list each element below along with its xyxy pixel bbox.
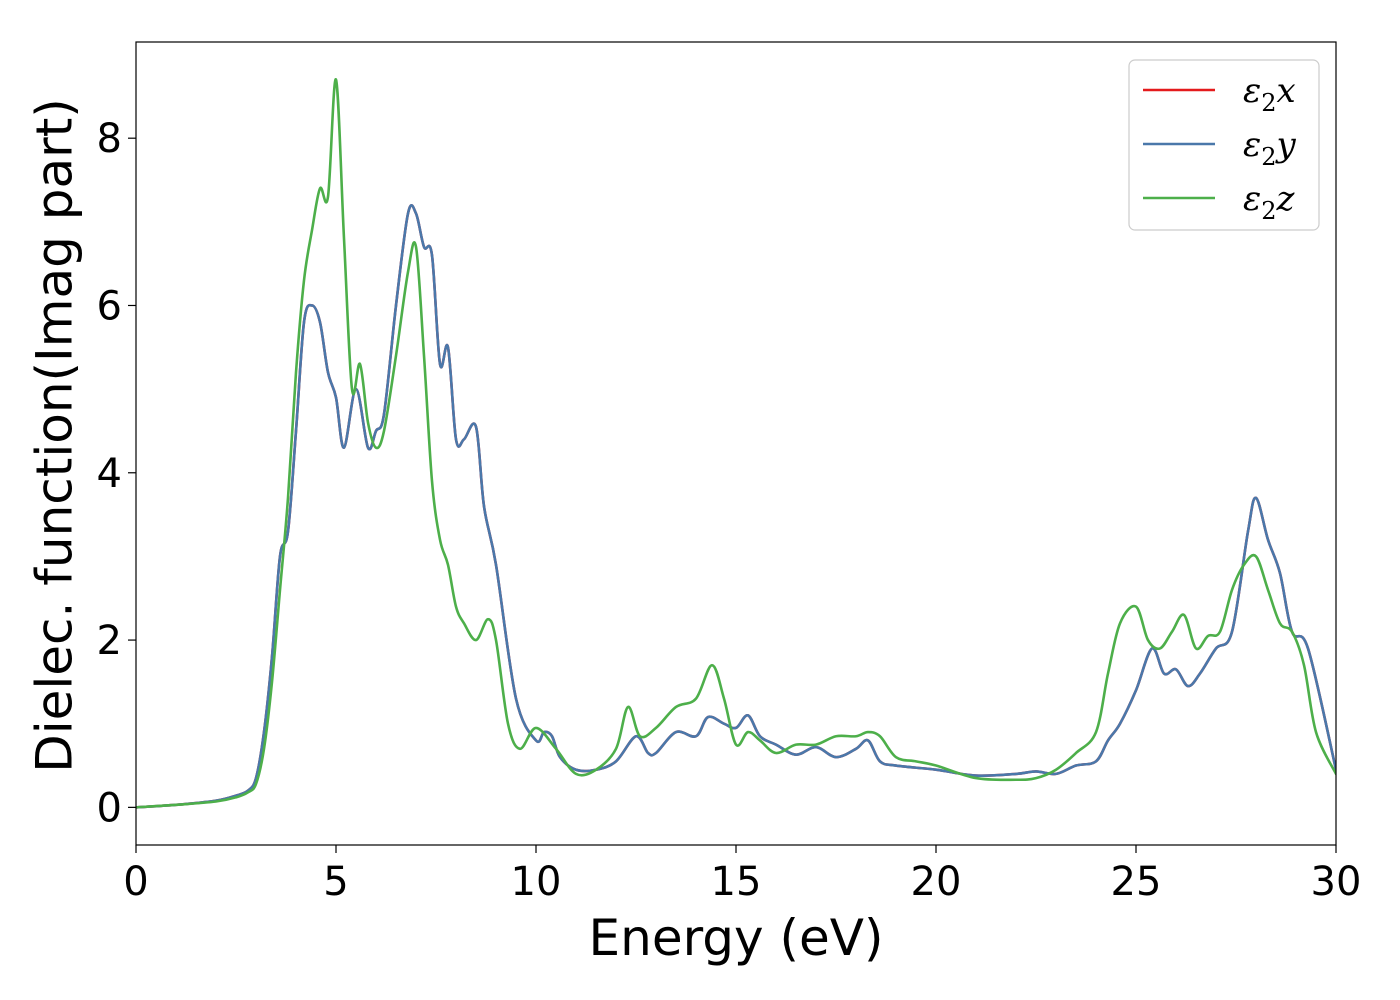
series-line-z xyxy=(136,78,1336,809)
x-axis-label: Energy (eV) xyxy=(589,909,884,967)
y-tick-label: 4 xyxy=(97,451,122,497)
x-tick-label: 5 xyxy=(323,859,348,905)
x-tick-label: 20 xyxy=(911,859,962,905)
y-tick-label: 2 xyxy=(97,618,122,664)
x-tick-label: 10 xyxy=(511,859,562,905)
series-line-y xyxy=(136,203,1336,809)
legend-label-y: ε2y xyxy=(1243,125,1297,171)
legend-label-x: ε2x xyxy=(1243,71,1296,117)
ticks-layer: 0 5 10 15 20 25 30 0 2 4 6 8 xyxy=(97,116,1362,905)
y-tick-label: 8 xyxy=(97,116,122,162)
x-tick-label: 15 xyxy=(711,859,762,905)
y-axis-label: Dielec. function(Imag part) xyxy=(26,98,84,773)
x-tick-label: 25 xyxy=(1111,859,1162,905)
series-layer xyxy=(136,78,1336,809)
x-tick-label: 0 xyxy=(123,859,148,905)
plot-frame xyxy=(135,41,1337,846)
y-tick-label: 0 xyxy=(97,785,122,831)
y-tick-label: 6 xyxy=(97,283,122,329)
legend: ε2x ε2y ε2z xyxy=(1128,59,1320,231)
legend-box xyxy=(1128,59,1320,231)
legend-label-z: ε2z xyxy=(1243,179,1296,225)
x-tick-label: 30 xyxy=(1311,859,1362,905)
